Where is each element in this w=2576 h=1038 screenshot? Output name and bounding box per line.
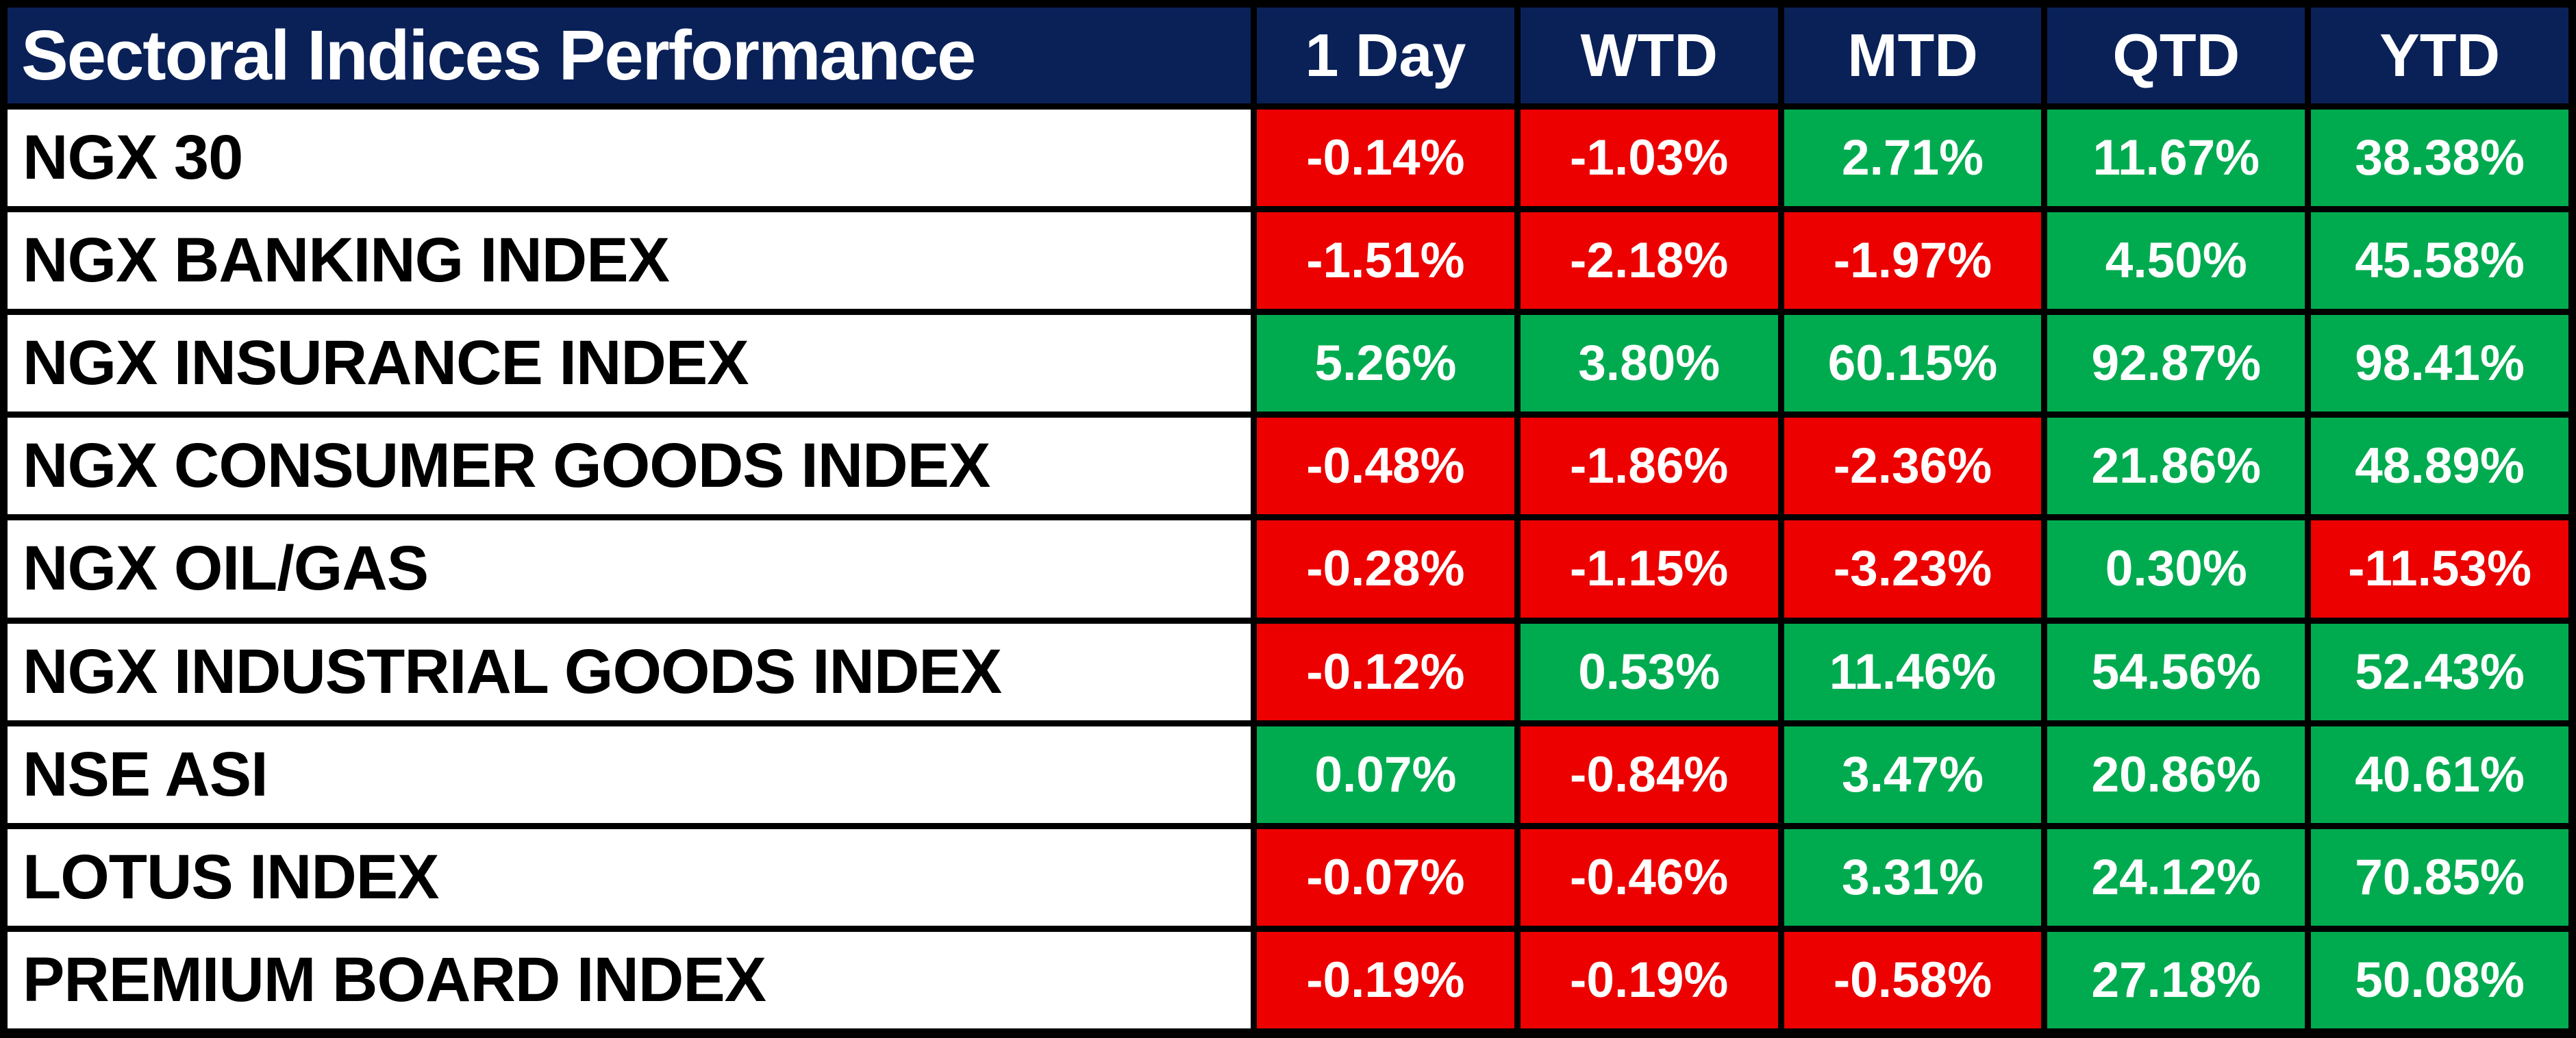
- value-cell: 98.41%: [2311, 315, 2568, 412]
- value-cell: 27.18%: [2047, 931, 2305, 1028]
- value-cell: 54.56%: [2047, 623, 2305, 720]
- value-cell: 4.50%: [2047, 212, 2305, 309]
- value-cell: 48.89%: [2311, 418, 2568, 515]
- table-grid: Sectoral Indices Performance 1 Day WTD M…: [8, 8, 2568, 1028]
- value-cell: 2.71%: [1784, 110, 2042, 207]
- column-header-qtd: QTD: [2047, 8, 2305, 103]
- value-cell: 0.30%: [2047, 520, 2305, 618]
- value-cell: 5.26%: [1257, 315, 1514, 412]
- row-label-premium-board-index: PREMIUM BOARD INDEX: [8, 931, 1251, 1028]
- row-label-ngx-banking-index: NGX BANKING INDEX: [8, 212, 1251, 309]
- value-cell: -0.19%: [1520, 931, 1778, 1028]
- value-cell: -3.23%: [1784, 520, 2042, 618]
- value-cell: 0.53%: [1520, 623, 1778, 720]
- value-cell: 0.07%: [1257, 726, 1514, 823]
- value-cell: 60.15%: [1784, 315, 2042, 412]
- value-cell: -2.18%: [1520, 212, 1778, 309]
- value-cell: -0.84%: [1520, 726, 1778, 823]
- value-cell: -1.03%: [1520, 110, 1778, 207]
- row-label-ngx-consumer-goods-index: NGX CONSUMER GOODS INDEX: [8, 418, 1251, 515]
- value-cell: 70.85%: [2311, 828, 2568, 926]
- column-header-mtd: MTD: [1784, 8, 2042, 103]
- value-cell: 21.86%: [2047, 418, 2305, 515]
- value-cell: 45.58%: [2311, 212, 2568, 309]
- table-title: Sectoral Indices Performance: [8, 8, 1251, 103]
- value-cell: -11.53%: [2311, 520, 2568, 618]
- value-cell: -0.58%: [1784, 931, 2042, 1028]
- row-label-ngx-insurance-index: NGX INSURANCE INDEX: [8, 315, 1251, 412]
- value-cell: -0.46%: [1520, 828, 1778, 926]
- value-cell: -1.97%: [1784, 212, 2042, 309]
- value-cell: -1.86%: [1520, 418, 1778, 515]
- value-cell: 24.12%: [2047, 828, 2305, 926]
- value-cell: -0.28%: [1257, 520, 1514, 618]
- value-cell: 38.38%: [2311, 110, 2568, 207]
- value-cell: 40.61%: [2311, 726, 2568, 823]
- value-cell: 3.80%: [1520, 315, 1778, 412]
- value-cell: 3.47%: [1784, 726, 2042, 823]
- row-label-ngx-oil-gas: NGX OIL/GAS: [8, 520, 1251, 618]
- row-label-nse-asi: NSE ASI: [8, 726, 1251, 823]
- value-cell: 92.87%: [2047, 315, 2305, 412]
- column-header-1day: 1 Day: [1257, 8, 1514, 103]
- value-cell: -0.12%: [1257, 623, 1514, 720]
- value-cell: -0.07%: [1257, 828, 1514, 926]
- value-cell: 3.31%: [1784, 828, 2042, 926]
- value-cell: 11.46%: [1784, 623, 2042, 720]
- value-cell: -0.19%: [1257, 931, 1514, 1028]
- value-cell: -2.36%: [1784, 418, 2042, 515]
- column-header-wtd: WTD: [1520, 8, 1778, 103]
- value-cell: 20.86%: [2047, 726, 2305, 823]
- value-cell: -0.14%: [1257, 110, 1514, 207]
- row-label-lotus-index: LOTUS INDEX: [8, 828, 1251, 926]
- value-cell: -0.48%: [1257, 418, 1514, 515]
- value-cell: -1.15%: [1520, 520, 1778, 618]
- value-cell: 11.67%: [2047, 110, 2305, 207]
- value-cell: 52.43%: [2311, 623, 2568, 720]
- column-header-ytd: YTD: [2311, 8, 2568, 103]
- value-cell: 50.08%: [2311, 931, 2568, 1028]
- row-label-ngx-30: NGX 30: [8, 110, 1251, 207]
- row-label-ngx-industrial-goods-index: NGX INDUSTRIAL GOODS INDEX: [8, 623, 1251, 720]
- value-cell: -1.51%: [1257, 212, 1514, 309]
